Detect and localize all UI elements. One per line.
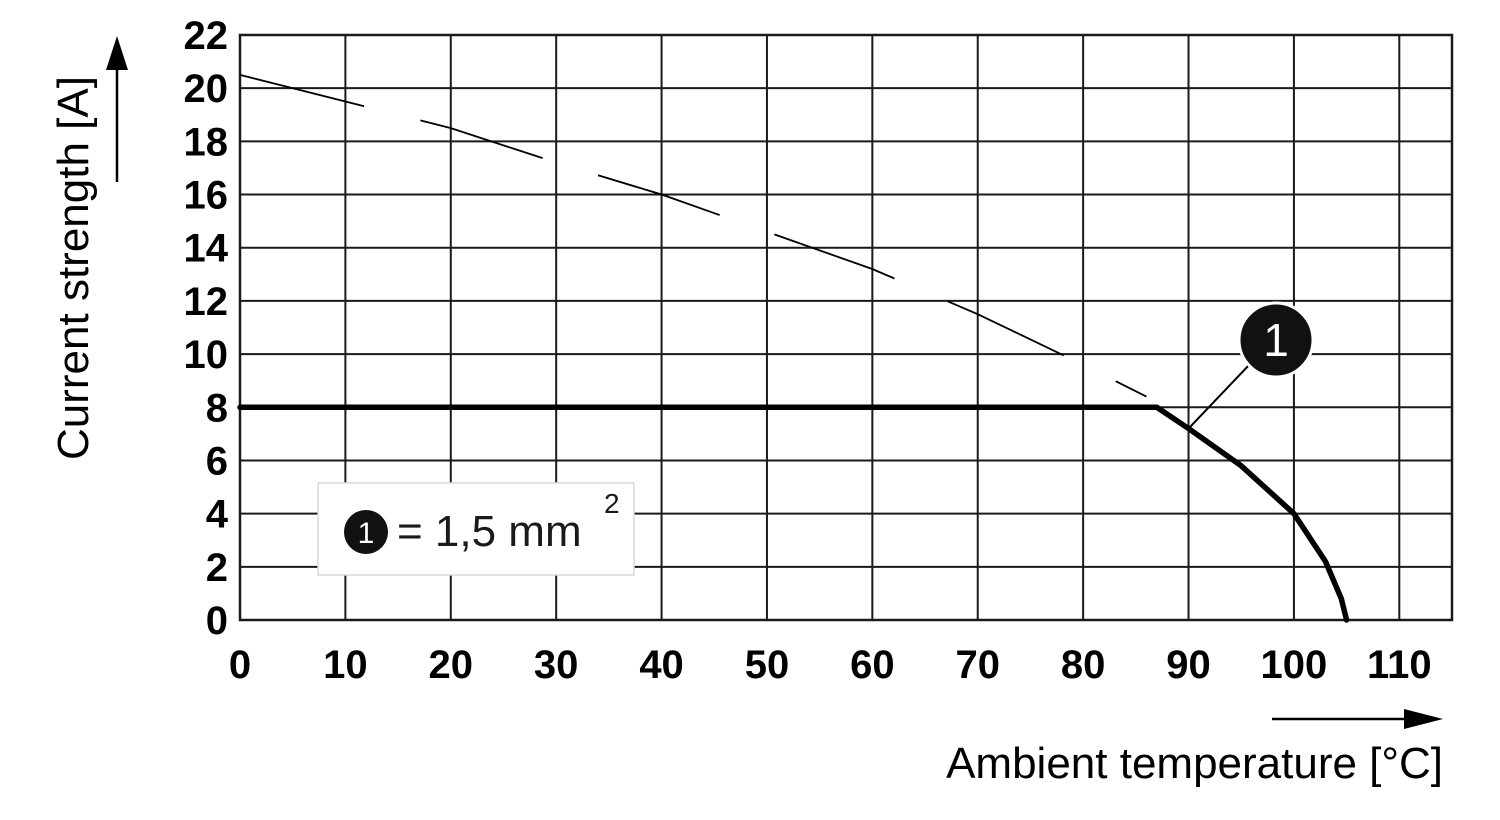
legend-superscript: 2 bbox=[604, 488, 620, 519]
x-tick-label: 60 bbox=[850, 643, 895, 687]
y-tick-label: 12 bbox=[184, 280, 229, 324]
x-tick-label: 0 bbox=[229, 643, 251, 687]
x-tick-label: 10 bbox=[323, 643, 368, 687]
y-tick-label: 4 bbox=[206, 493, 229, 537]
x-tick-label: 40 bbox=[639, 643, 684, 687]
x-axis-label: Ambient temperature [°C] bbox=[946, 739, 1443, 788]
series-layer bbox=[237, 74, 1350, 623]
x-tick-label: 90 bbox=[1166, 643, 1211, 687]
x-tick-label: 70 bbox=[955, 643, 1000, 687]
x-tick-labels: 0 10 20 30 40 50 60 70 80 90 100 110 bbox=[229, 643, 1432, 687]
legend-text: = 1,5 mm bbox=[397, 507, 582, 556]
y-tick-label: 18 bbox=[184, 120, 229, 164]
y-tick-label: 20 bbox=[184, 67, 229, 111]
y-axis-arrow-head bbox=[106, 36, 128, 70]
annotation-leader-line bbox=[1187, 363, 1251, 430]
x-tick-label: 100 bbox=[1261, 643, 1328, 687]
y-tick-labels: 0 2 4 6 8 10 12 14 16 18 20 22 bbox=[184, 14, 229, 643]
annotation-marker-label: 1 bbox=[1263, 314, 1289, 366]
y-tick-label: 10 bbox=[184, 333, 229, 377]
y-tick-label: 22 bbox=[184, 14, 229, 58]
annotation-1: 1 bbox=[1187, 301, 1315, 430]
y-tick-label: 2 bbox=[206, 546, 228, 590]
legend-marker-label: 1 bbox=[358, 517, 375, 550]
legend: 1 = 1,5 mm 2 bbox=[317, 482, 635, 576]
y-axis-label: Current strength [A] bbox=[49, 76, 98, 460]
x-tick-label: 20 bbox=[429, 643, 474, 687]
x-tick-label: 80 bbox=[1061, 643, 1106, 687]
y-tick-label: 6 bbox=[206, 439, 228, 483]
x-tick-label: 110 bbox=[1367, 643, 1432, 687]
series-line-dashed bbox=[239, 74, 1147, 398]
y-tick-label: 0 bbox=[206, 599, 228, 643]
x-tick-label: 50 bbox=[745, 643, 790, 687]
legend-marker-circle bbox=[344, 510, 388, 554]
series-line-solid bbox=[237, 404, 1350, 623]
annotation-marker-circle bbox=[1237, 301, 1315, 379]
x-tick-label: 30 bbox=[534, 643, 579, 687]
y-tick-label: 16 bbox=[184, 174, 229, 218]
y-tick-label: 14 bbox=[184, 227, 229, 271]
x-axis-arrow-head bbox=[1404, 709, 1443, 729]
y-tick-label: 8 bbox=[206, 386, 228, 430]
